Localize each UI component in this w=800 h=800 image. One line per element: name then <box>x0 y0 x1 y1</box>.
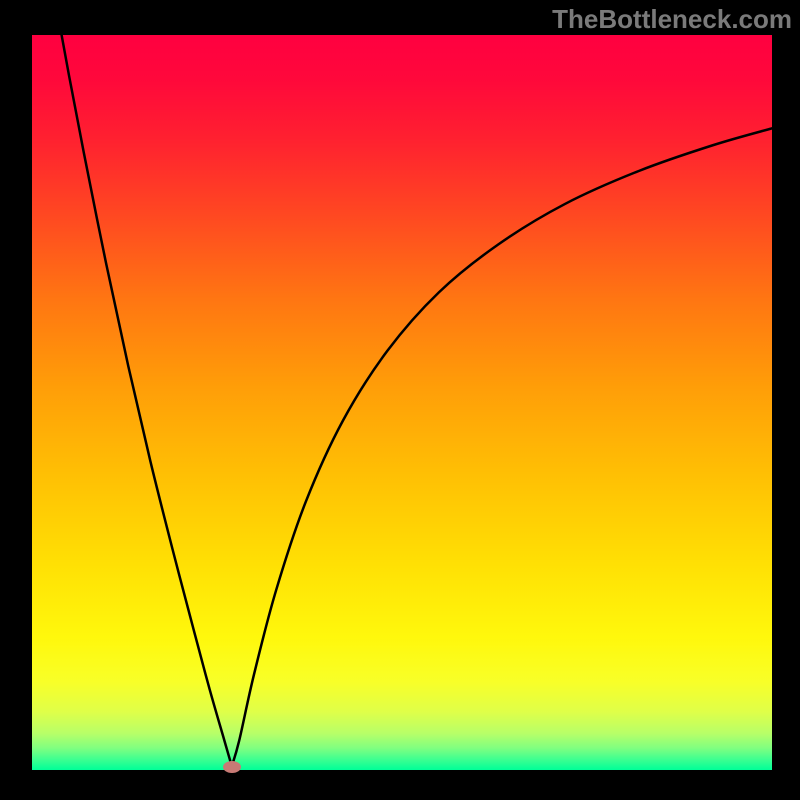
gradient-background <box>32 35 772 770</box>
minimum-marker <box>223 761 241 773</box>
plot-area <box>32 35 772 770</box>
watermark-text: TheBottleneck.com <box>552 4 792 35</box>
